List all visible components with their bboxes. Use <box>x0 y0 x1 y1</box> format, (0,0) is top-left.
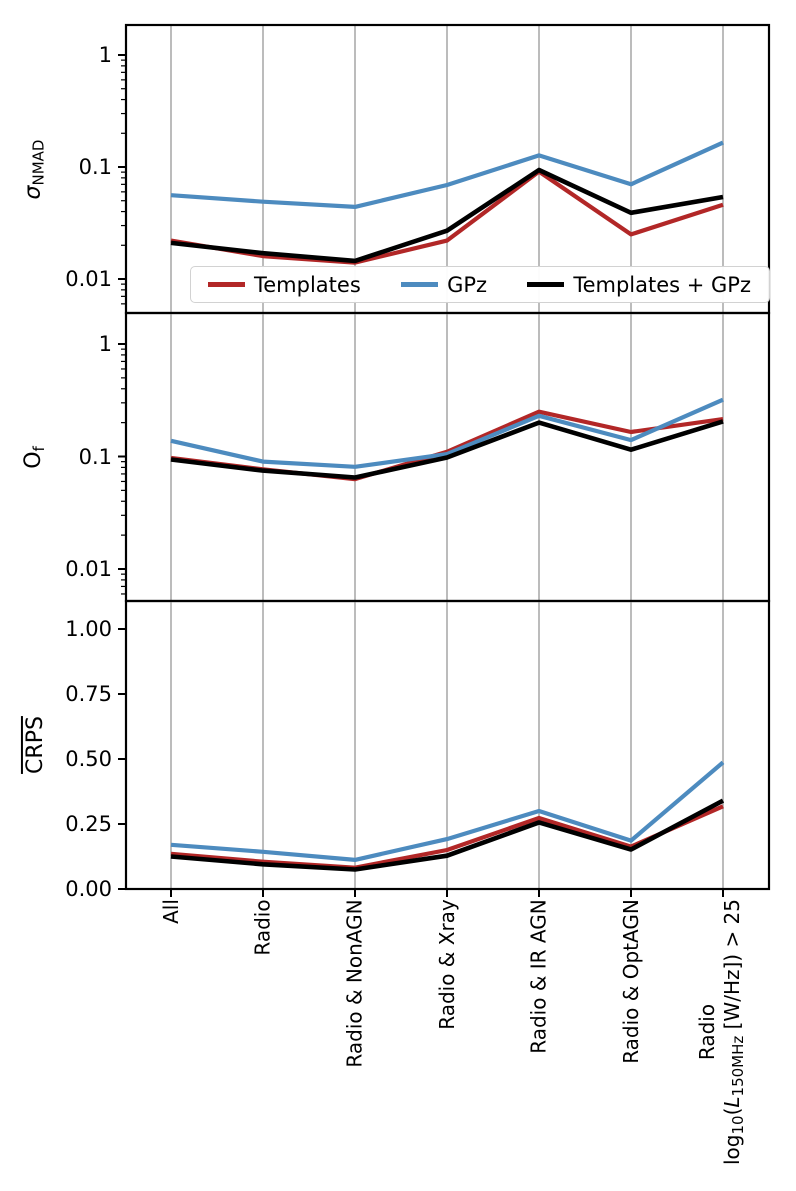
legend-line-swatch <box>208 282 245 287</box>
luminosity-subscript: 150MHz <box>729 1035 748 1097</box>
series-line-templates-gpz <box>170 798 725 872</box>
x-tick-label: Radio & OptAGN <box>618 899 643 1064</box>
log-text: log <box>720 1134 745 1166</box>
units-text: [W/Hz]) > 25 <box>720 898 745 1036</box>
series-line-gpz <box>170 140 724 209</box>
luminosity-symbol: L <box>720 1096 745 1108</box>
series-line-gpz <box>170 397 724 469</box>
legend-line-swatch <box>527 282 565 287</box>
y-tick-label: 1 <box>98 332 112 356</box>
x-tick-label: Radio & NonAGN <box>342 898 367 1068</box>
legend-entry: GPz <box>401 273 487 297</box>
series-line-gpz <box>170 760 725 863</box>
y-tick-label: 0.75 <box>65 682 112 706</box>
of-symbol: O <box>20 450 46 469</box>
legend-entry: Templates <box>208 273 361 297</box>
y-axis-label-sigma-nmad: σNMAD <box>19 139 52 199</box>
y-tick-label: 0.01 <box>65 267 112 291</box>
x-tick-label: Radio <box>250 898 275 956</box>
legend-label: Templates <box>254 272 361 297</box>
legend-entry: Templates + GPz <box>527 273 751 297</box>
log-subscript: 10 <box>729 1115 748 1135</box>
x-tick-label-line2: log10(L150MHz [W/Hz]) > 25 <box>720 899 751 1165</box>
x-tick-label: Radio & IR AGN <box>526 898 551 1054</box>
x-tick-label: Radio & Xray <box>434 899 459 1030</box>
sigma-symbol: σ <box>20 185 46 199</box>
panel-bottom <box>118 599 771 897</box>
y-axis-label-of: Of <box>19 446 52 469</box>
series-line-templates <box>170 804 724 870</box>
panel-middle <box>118 311 771 603</box>
y-tick-label: 1 <box>98 43 112 67</box>
y-tick-label: 0.1 <box>78 444 112 469</box>
y-tick-label: 0.1 <box>78 155 112 179</box>
x-tick-label-radio-luminosity: Radio log10(L150MHz [W/Hz]) > 25 <box>695 899 751 1165</box>
series-line-templates-gpz <box>170 419 724 480</box>
y-tick-label: 1.00 <box>65 617 112 641</box>
series-line-templates-gpz <box>170 167 724 264</box>
of-subscript: f <box>29 445 48 451</box>
y-tick-label: 0.25 <box>65 812 112 836</box>
legend-line-swatch <box>401 282 439 287</box>
y-tick-label: 0.50 <box>65 747 112 771</box>
y-axis-label-crps: CRPS <box>22 716 50 774</box>
sigma-subscript: NMAD <box>29 139 48 186</box>
x-tick-label: All <box>158 899 183 924</box>
legend: Templates GPz Templates + GPz <box>190 266 770 303</box>
paren: ( <box>720 1107 745 1116</box>
y-tick-label: 0.01 <box>65 557 112 581</box>
y-tick-label: 0.00 <box>65 877 112 901</box>
series-line-templates <box>170 169 724 265</box>
x-tick-label-line1: Radio <box>695 1003 720 1061</box>
legend-label: GPz <box>447 272 488 297</box>
crps-symbol: CRPS <box>22 716 48 774</box>
legend-label: Templates + GPz <box>573 272 751 297</box>
